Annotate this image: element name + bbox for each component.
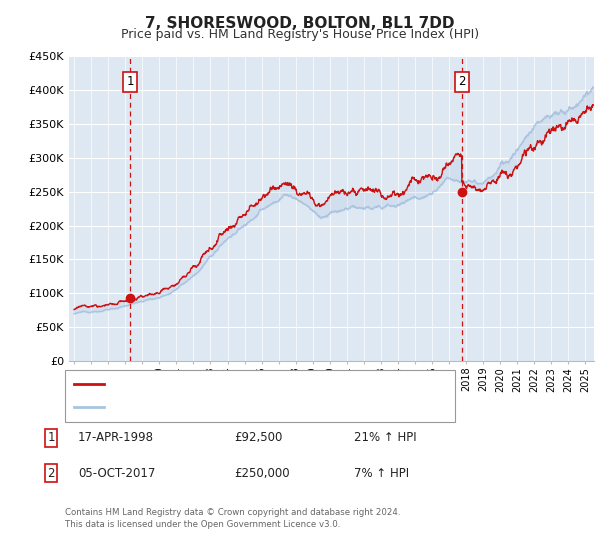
Text: 17-APR-1998: 17-APR-1998	[78, 431, 154, 445]
Text: 2: 2	[47, 466, 55, 480]
Text: 1: 1	[127, 76, 134, 88]
Text: 21% ↑ HPI: 21% ↑ HPI	[354, 431, 416, 445]
Text: £92,500: £92,500	[234, 431, 283, 445]
Text: 05-OCT-2017: 05-OCT-2017	[78, 466, 155, 480]
Text: 7, SHORESWOOD, BOLTON, BL1 7DD (detached house): 7, SHORESWOOD, BOLTON, BL1 7DD (detached…	[109, 379, 409, 389]
Text: £250,000: £250,000	[234, 466, 290, 480]
Text: Price paid vs. HM Land Registry's House Price Index (HPI): Price paid vs. HM Land Registry's House …	[121, 28, 479, 41]
Text: 2: 2	[458, 76, 466, 88]
Text: Contains HM Land Registry data © Crown copyright and database right 2024.
This d: Contains HM Land Registry data © Crown c…	[65, 508, 400, 529]
Text: 1: 1	[47, 431, 55, 445]
Text: 7% ↑ HPI: 7% ↑ HPI	[354, 466, 409, 480]
Text: 7, SHORESWOOD, BOLTON, BL1 7DD: 7, SHORESWOOD, BOLTON, BL1 7DD	[145, 16, 455, 31]
Text: HPI: Average price, detached house, Bolton: HPI: Average price, detached house, Bolt…	[109, 402, 346, 412]
